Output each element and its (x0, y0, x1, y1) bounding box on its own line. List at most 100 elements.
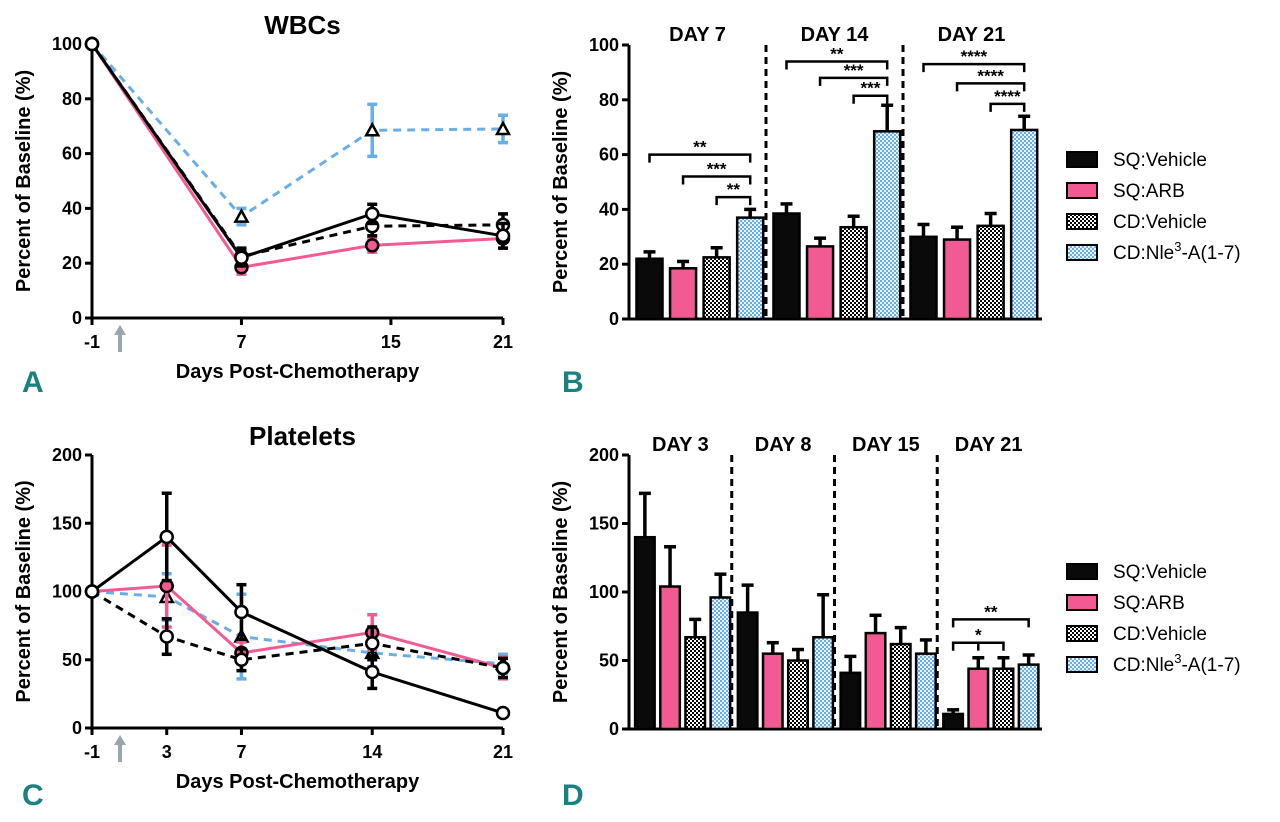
x-tick-label: -1 (84, 742, 100, 762)
bar-sq_arb (967, 667, 990, 731)
bar-cd_vehicle (992, 667, 1015, 731)
data-point-cd_vehicle (364, 636, 380, 651)
bar-sq_vehicle (772, 212, 801, 321)
y-axis-title: Percent of Baseline (%) (550, 71, 572, 293)
legend-label-superscript: 3 (1174, 239, 1181, 254)
chemotherapy-arrow-icon (114, 325, 127, 335)
bar-cd_vehicle (684, 635, 707, 731)
legend-label-tail: -A(1-7) (1181, 243, 1240, 264)
panel-c-platelets-line-chart: Platelets 0 50 100 150 200 Percent of Baseline… (13, 421, 513, 793)
bar-cd_vehicle (889, 642, 912, 731)
y-tick-label: 40 (62, 198, 82, 218)
significance-label: ** (727, 180, 741, 199)
bar-cd_nle (812, 635, 835, 731)
bar-sq_vehicle (635, 257, 664, 321)
significance-label: ** (984, 602, 998, 621)
y-axis-title: Percent of Baseline (%) (13, 70, 35, 292)
y-tick-label: 20 (599, 254, 619, 274)
series-line-sq_vehicle (90, 43, 504, 260)
y-tick-label: 200 (589, 445, 619, 465)
panel-a-wbc-line-chart: WBCs 0 20 40 60 80 100 Percent of Baseline (%) -… (13, 10, 513, 383)
legend-swatch-cd_vehicle (1066, 213, 1098, 230)
x-tick-label: 7 (236, 742, 246, 762)
panel-letters: A B C D (22, 366, 584, 812)
bar-cd_nle (872, 130, 902, 321)
bar-cd_nle (735, 216, 765, 321)
significance-label: ** (693, 138, 707, 157)
bar-sq_vehicle (736, 611, 759, 731)
legend-label-cd_vehicle: CD:Vehicle (1113, 624, 1207, 645)
data-point-cd_vehicle (234, 652, 249, 667)
bar-sq_arb (805, 245, 835, 321)
chemotherapy-arrow-icon (114, 735, 127, 745)
y-tick-label: 60 (599, 145, 619, 165)
legend-label-cd_vehicle: CD:Vehicle (1113, 212, 1207, 233)
legend-panel-d: SQ:Vehicle SQ:ARB CD:Vehicle CD:Nle3-A(1-7) (1066, 562, 1241, 676)
legend-panel-b: SQ:Vehicle SQ:ARB CD:Vehicle CD:Nle3-A(1-7) (1066, 150, 1241, 264)
significance-bracket (648, 153, 752, 163)
group-label: DAY 7 (669, 24, 726, 46)
data-point-cd_vehicle (495, 660, 511, 676)
legend-label-cd_nle: CD:Nle3-A(1-7) (1113, 651, 1241, 676)
legend-label-sq_arb: SQ:ARB (1113, 593, 1185, 614)
x-tick-label: 14 (362, 742, 382, 762)
legend-swatch-sq_vehicle (1066, 151, 1098, 168)
x-tick-label: 21 (493, 742, 513, 762)
y-tick-label: 100 (589, 35, 619, 55)
group-label: DAY 14 (801, 24, 870, 46)
data-point-sq_vehicle (234, 604, 249, 620)
y-tick-label: 50 (62, 650, 82, 670)
data-point-sq_vehicle (84, 584, 100, 599)
bar-sq_vehicle (633, 535, 656, 731)
significance-label: **** (994, 87, 1021, 106)
significance-label: *** (707, 160, 727, 179)
legend-swatch-sq_vehicle (1066, 563, 1098, 580)
data-point-sq_vehicle (159, 529, 174, 545)
y-tick-label: 0 (72, 718, 82, 738)
bar-cd_nle (914, 652, 937, 731)
x-tick-label: -1 (84, 332, 100, 352)
bar-cd_vehicle (702, 256, 731, 321)
bar-cd_vehicle (839, 225, 868, 321)
y-tick-label: 150 (52, 513, 82, 533)
x-tick-label: 21 (493, 332, 513, 352)
panel-letter-d: D (562, 779, 584, 812)
x-axis-title: Days Post-Chemotherapy (176, 361, 420, 383)
y-axis-title: Percent of Baseline (%) (550, 481, 572, 703)
significance-bracket (681, 175, 752, 185)
bar-cd_nle (709, 596, 732, 731)
legend-label-sq_vehicle: SQ:Vehicle (1113, 150, 1207, 171)
y-tick-label: 200 (52, 445, 82, 465)
panel-letter-c: C (22, 779, 44, 812)
legend-swatch-sq_arb (1066, 594, 1098, 611)
panel-letter-a: A (22, 366, 44, 399)
y-tick-label: 20 (62, 253, 82, 273)
chart-title: WBCs (264, 10, 341, 40)
data-point-cd_nle (233, 208, 250, 223)
series-line-sq_arb (90, 43, 504, 269)
significance-bracket (922, 62, 1026, 73)
y-tick-label: 100 (52, 582, 82, 602)
significance-bracket (951, 618, 1030, 628)
y-tick-label: 100 (52, 34, 82, 54)
data-point-sq_arb (364, 238, 380, 253)
significance-label: **** (977, 66, 1004, 85)
data-point-sq_vehicle (364, 664, 380, 680)
significance-label: **** (961, 47, 988, 66)
legend-swatch-sq_arb (1066, 182, 1098, 199)
data-point-cd_nle (364, 121, 381, 137)
legend-label-tail: -A(1-7) (1181, 655, 1240, 676)
significance-label: * (975, 626, 982, 645)
x-axis-title: Days Post-Chemotherapy (176, 771, 420, 793)
series-line-sq_vehicle (91, 534, 504, 715)
x-tick-label: 7 (236, 332, 246, 352)
legend-swatch-cd_vehicle (1066, 625, 1098, 642)
legend-label-sq_arb: SQ:ARB (1113, 181, 1185, 202)
significance-bracket (955, 82, 1026, 92)
bar-sq_vehicle (942, 712, 965, 731)
data-point-sq_vehicle (84, 36, 100, 52)
group-label: DAY 8 (755, 434, 812, 456)
bar-sq_arb (864, 631, 887, 731)
bar-cd_vehicle (976, 224, 1005, 321)
